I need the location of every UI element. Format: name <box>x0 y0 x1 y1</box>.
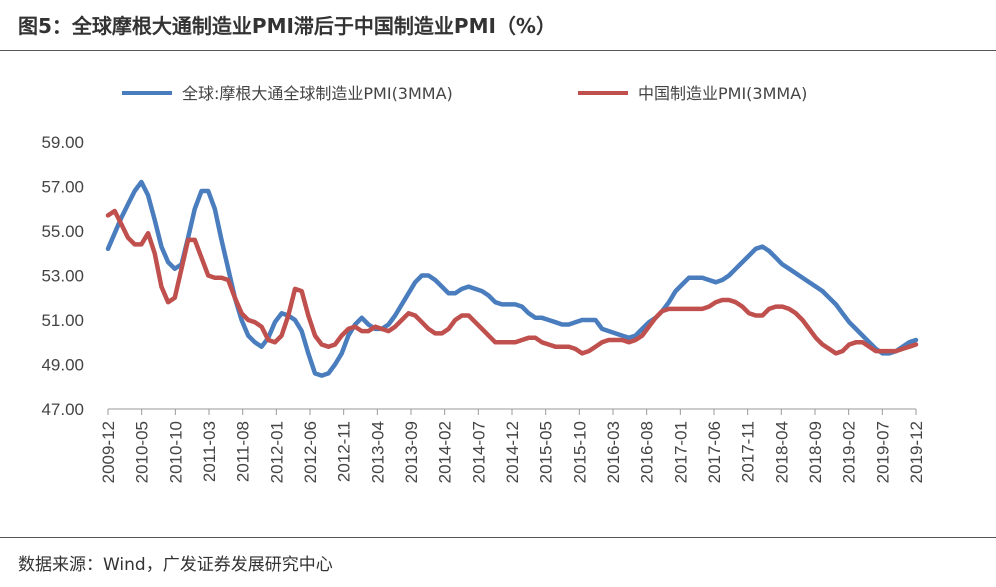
x-tick-label: 2018-09 <box>806 421 825 483</box>
x-tick-label: 2010-10 <box>166 421 185 483</box>
x-tick-label: 2012-01 <box>267 421 286 483</box>
y-tick-label: 49.00 <box>41 356 84 375</box>
y-tick-label: 53.00 <box>41 267 84 286</box>
x-tick-label: 2011-08 <box>234 421 253 482</box>
x-tick-label: 2017-01 <box>671 421 690 483</box>
x-tick-label: 2016-08 <box>638 421 657 483</box>
y-tick-label: 51.00 <box>41 311 84 330</box>
x-tick-label: 2016-03 <box>604 421 623 483</box>
legend-label-global-pmi: 全球:摩根大通全球制造业PMI(3MMA) <box>182 84 453 103</box>
figure-title: 图5：全球摩根大通制造业PMI滞后于中国制造业PMI（%） <box>18 14 556 38</box>
x-tick-label: 2019-02 <box>840 421 859 483</box>
x-tick-label: 2017-11 <box>739 421 758 482</box>
x-tick-label: 2013-04 <box>368 421 387 483</box>
source-divider <box>0 537 996 538</box>
y-tick-label: 59.00 <box>41 133 84 152</box>
x-tick-label: 2015-10 <box>570 421 589 483</box>
title-divider <box>0 50 996 51</box>
y-axis: 59.00 57.00 55.00 53.00 51.00 49.00 47.00 <box>41 133 84 419</box>
x-tick-label: 2013-09 <box>402 421 421 483</box>
x-tick-label: 2010-05 <box>133 421 152 483</box>
y-tick-label: 57.00 <box>41 178 84 197</box>
x-tick-label: 2012-11 <box>335 421 354 482</box>
y-tick-label: 55.00 <box>41 222 84 241</box>
x-tick-label: 2019-07 <box>873 421 892 483</box>
x-tick-label: 2018-04 <box>772 421 791 483</box>
series-line-global-pmi <box>105 179 919 378</box>
chart-legend: 全球:摩根大通全球制造业PMI(3MMA) 中国制造业PMI(3MMA) <box>122 84 807 103</box>
x-tick-label: 2015-05 <box>537 421 556 483</box>
x-tick-label: 2019-12 <box>907 421 926 483</box>
legend-label-china-pmi: 中国制造业PMI(3MMA) <box>638 84 807 103</box>
x-tick-label: 2014-07 <box>469 421 488 483</box>
x-axis: 2009-12 2010-05 2010-10 2011-03 2011-08 2012-… <box>99 408 926 483</box>
x-tick-label: 2017-06 <box>705 421 724 483</box>
series-line-china-pmi <box>105 208 919 356</box>
x-tick-label: 2009-12 <box>99 421 118 483</box>
x-tick-label: 2014-12 <box>503 421 522 483</box>
x-tick-label: 2012-06 <box>301 421 320 483</box>
plot-area <box>105 179 919 378</box>
y-tick-label: 47.00 <box>41 400 84 419</box>
x-tick-label: 2014-02 <box>436 421 455 483</box>
data-source-note: 数据来源：Wind，广发证券发展研究中心 <box>18 555 333 575</box>
pmi-line-chart: 全球:摩根大通全球制造业PMI(3MMA) 中国制造业PMI(3MMA) 59.… <box>41 84 926 483</box>
x-tick-label: 2011-03 <box>200 421 219 482</box>
